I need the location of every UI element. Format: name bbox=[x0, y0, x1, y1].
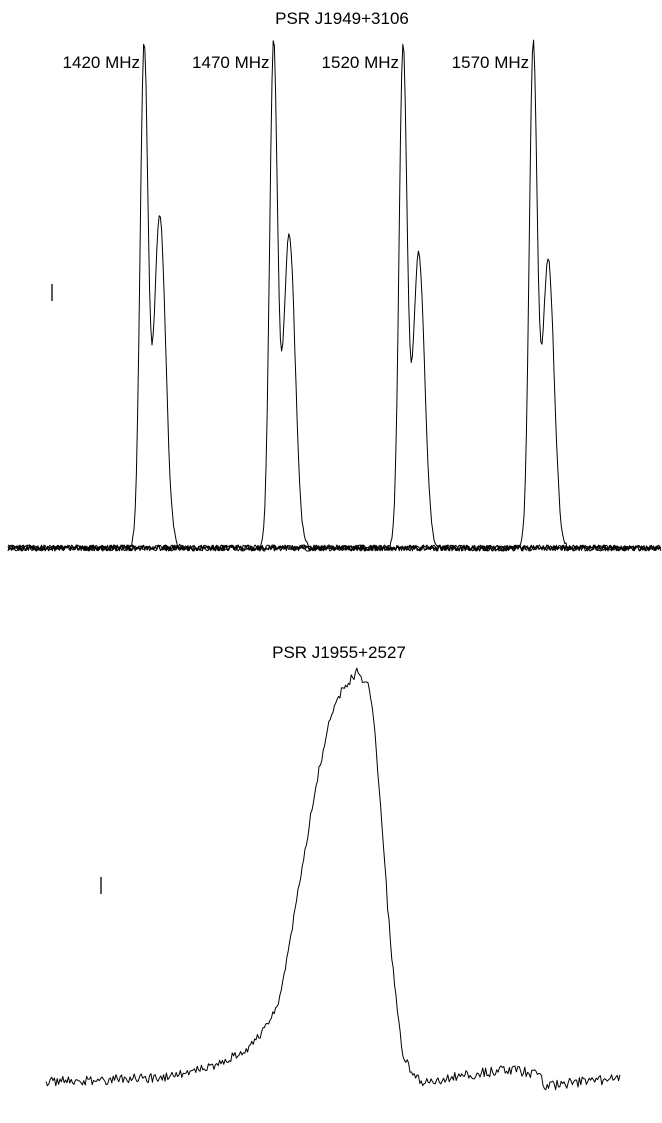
profile-line bbox=[7, 43, 662, 552]
profile-line bbox=[45, 667, 621, 1091]
panel-psr-j1955: PSR J1955+2527 bbox=[45, 643, 621, 1091]
frequency-labels: 1420 MHz 1470 MHz 1520 MHz 1570 MHz bbox=[63, 53, 530, 72]
profile-line bbox=[7, 40, 662, 552]
panel-title: PSR J1949+3106 bbox=[275, 9, 409, 28]
traces-j1949 bbox=[7, 39, 662, 552]
profile-line bbox=[7, 43, 662, 552]
panel-psr-j1949: PSR J1949+3106 1420 MHz 1470 MHz 1520 MHz 1… bbox=[7, 9, 662, 552]
frequency-label: 1570 MHz bbox=[452, 53, 529, 72]
panel-title: PSR J1955+2527 bbox=[272, 643, 406, 662]
traces-j1955 bbox=[45, 667, 621, 1091]
frequency-label: 1520 MHz bbox=[322, 53, 399, 72]
profile-line bbox=[7, 39, 661, 552]
frequency-label: 1420 MHz bbox=[63, 53, 140, 72]
frequency-label: 1470 MHz bbox=[192, 53, 269, 72]
